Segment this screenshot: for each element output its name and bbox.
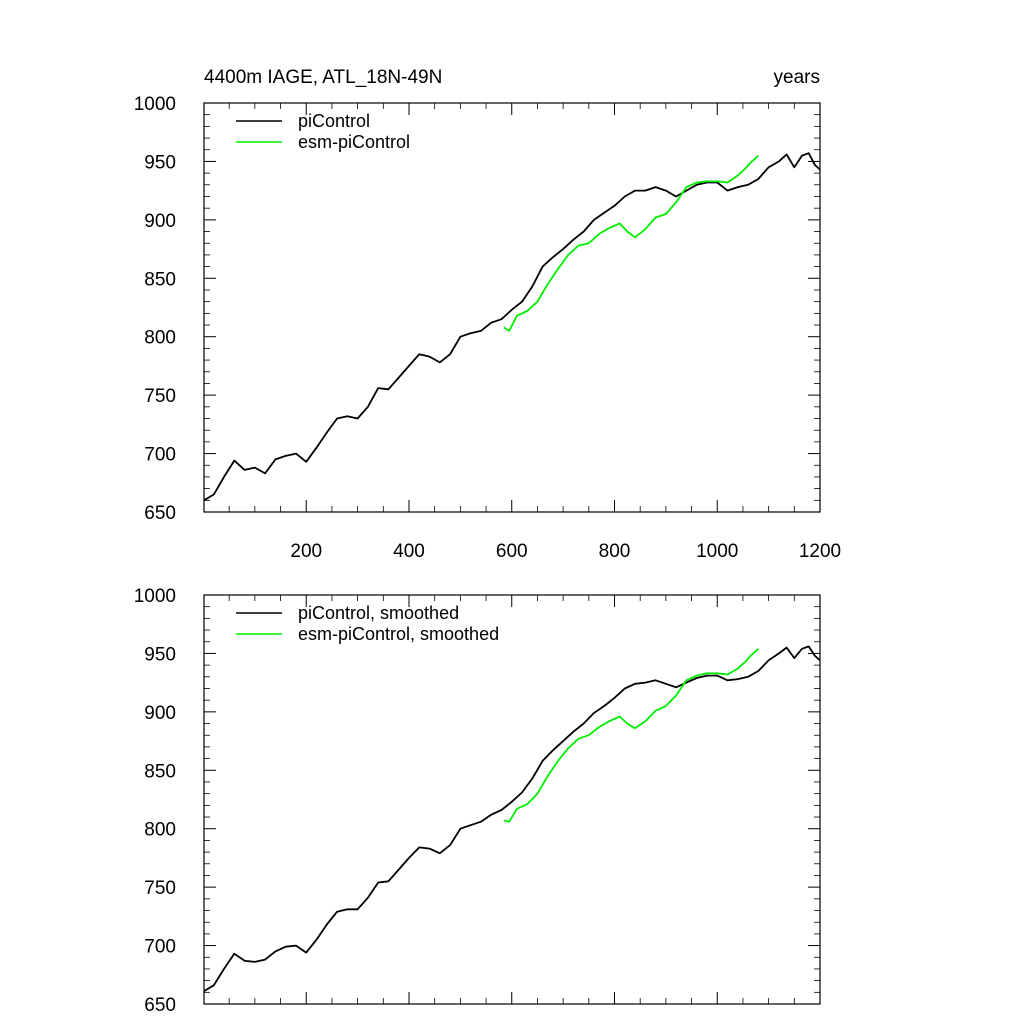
y-tick-label: 900 [144,703,176,724]
x-tick-label: 800 [599,541,631,562]
plot-frame [203,102,821,513]
x-tick-label: 400 [393,541,425,562]
legend-label: esm-piControl [298,132,410,152]
bottom-panel: 650 700 750 800 850 900 950 1000 piControl, smoo… [134,586,821,1016]
y-tick-label: 950 [144,152,176,173]
y-tick-label: 750 [144,878,176,899]
chart-title: 4400m IAGE, ATL_18N-49N [204,67,442,88]
series-line-picontrol [203,152,821,502]
top-panel: 650 700 750 800 850 900 950 1000 200 400 600 800 100… [134,94,841,562]
series-line-esm-picontrol [503,648,759,823]
y-tick-label: 1000 [134,94,176,115]
x-tick-label: 1000 [696,541,738,562]
legend-label: piControl [298,111,370,131]
x-tick-label: 200 [290,541,322,562]
x-axis-units-label: years [774,67,820,88]
y-tick-label: 850 [144,761,176,782]
y-tick-label: 800 [144,328,176,349]
y-tick-label: 850 [144,269,176,290]
y-tick-label: 800 [144,820,176,841]
y-tick-label: 700 [144,937,176,958]
y-tick-label: 650 [144,503,176,524]
series-line-picontrol [203,645,821,992]
y-tick-label: 750 [144,386,176,407]
y-tick-label: 950 [144,644,176,665]
legend-label: piControl, smoothed [298,603,459,623]
plot-frame [203,594,821,1005]
y-tick-label: 1000 [134,586,176,607]
y-tick-label: 700 [144,445,176,466]
y-tick-label: 650 [144,995,176,1016]
x-tick-label: 600 [496,541,528,562]
x-tick-label: 1200 [799,541,841,562]
series-line-esm-picontrol [503,154,759,332]
legend-label: esm-piControl, smoothed [298,624,499,644]
y-tick-label: 900 [144,211,176,232]
